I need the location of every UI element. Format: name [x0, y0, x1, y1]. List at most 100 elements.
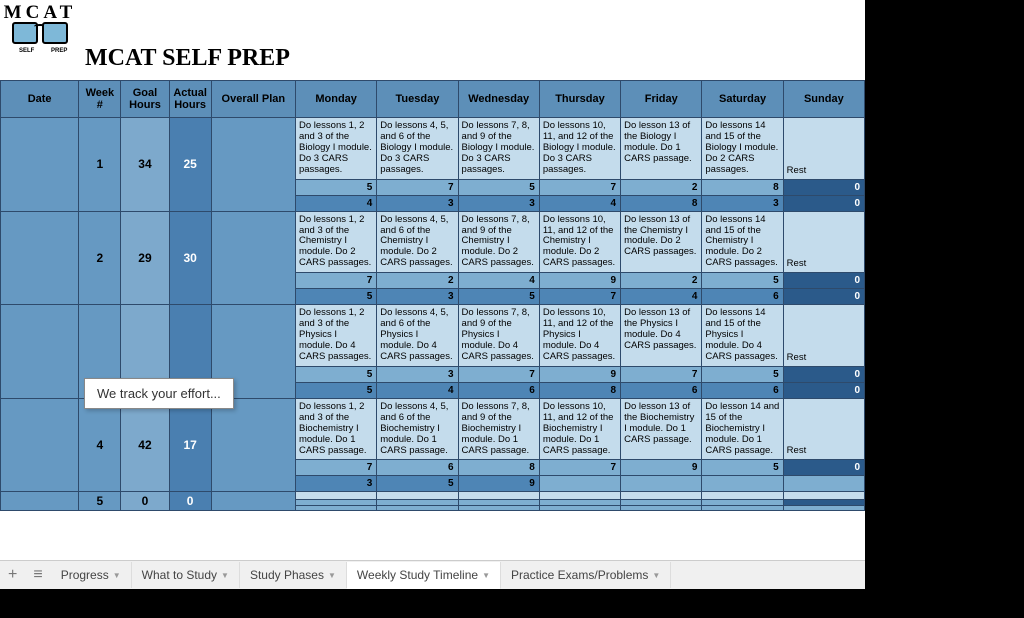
lesson-cell[interactable]: Do lessons 10, 11, and 12 of the Biochem… — [539, 398, 620, 460]
hours-cell[interactable]: 6 — [377, 460, 458, 476]
hours-cell[interactable]: 9 — [539, 366, 620, 382]
hours-cell[interactable]: 4 — [621, 289, 702, 305]
hours-cell[interactable]: 2 — [377, 273, 458, 289]
week-num[interactable]: 5 — [79, 492, 121, 511]
hours-cell[interactable]: 8 — [621, 195, 702, 211]
actual-hours[interactable]: 25 — [169, 118, 211, 212]
hours-cell[interactable]: 9 — [621, 460, 702, 476]
hours-cell[interactable]: 5 — [702, 460, 783, 476]
week-num[interactable]: 2 — [79, 211, 121, 305]
add-sheet-button[interactable]: + — [0, 562, 25, 588]
hours-cell[interactable]: 6 — [702, 382, 783, 398]
goal-hours[interactable]: 34 — [121, 118, 169, 212]
hours-cell[interactable]: 2 — [621, 179, 702, 195]
hours-cell[interactable]: 7 — [295, 460, 376, 476]
hours-cell[interactable] — [621, 505, 702, 511]
goal-hours[interactable]: 0 — [121, 492, 169, 511]
lesson-cell[interactable]: Do lessons 10, 11, and 12 of the Physics… — [539, 305, 620, 367]
lesson-cell[interactable]: Do lesson 13 of the Biochemistry I modul… — [621, 398, 702, 460]
tab-study[interactable]: What to Study▼ — [132, 562, 240, 588]
lesson-cell[interactable]: Do lesson 13 of the Chemistry I module. … — [621, 211, 702, 273]
lesson-cell[interactable]: Do lesson 14 and 15 of the Biochemistry … — [702, 398, 783, 460]
hours-cell[interactable]: 7 — [621, 366, 702, 382]
lesson-cell[interactable] — [539, 492, 620, 500]
lesson-cell[interactable] — [377, 492, 458, 500]
hours-cell[interactable] — [539, 476, 620, 492]
lesson-cell[interactable]: Do lessons 14 and 15 of the Physics I mo… — [702, 305, 783, 367]
hours-cell[interactable]: 0 — [783, 289, 864, 305]
date-cell[interactable] — [1, 211, 79, 305]
hours-cell[interactable]: 3 — [377, 289, 458, 305]
timeline-table[interactable]: Date Week # Goal Hours Actual Hours Over… — [0, 80, 865, 511]
lesson-cell[interactable]: Do lessons 10, 11, and 12 of the Chemist… — [539, 211, 620, 273]
hours-cell[interactable]: 5 — [295, 179, 376, 195]
lesson-cell[interactable]: Do lesson 13 of the Physics I module. Do… — [621, 305, 702, 367]
hours-cell[interactable]: 6 — [458, 382, 539, 398]
hours-cell[interactable]: 0 — [783, 460, 864, 476]
lesson-cell[interactable]: Do lessons 1, 2 and 3 of the Physics I m… — [295, 305, 376, 367]
hours-cell[interactable]: 4 — [377, 382, 458, 398]
rest-cell[interactable]: Rest — [783, 211, 864, 273]
tab-progress[interactable]: Progress▼ — [51, 562, 132, 588]
hours-cell[interactable] — [783, 476, 864, 492]
hours-cell[interactable]: 8 — [539, 382, 620, 398]
overall-plan[interactable] — [211, 211, 295, 305]
actual-hours[interactable]: 30 — [169, 211, 211, 305]
hours-cell[interactable]: 9 — [458, 476, 539, 492]
lesson-cell[interactable] — [621, 492, 702, 500]
hours-cell[interactable]: 4 — [295, 195, 376, 211]
hours-cell[interactable]: 0 — [783, 273, 864, 289]
rest-cell[interactable]: Rest — [783, 398, 864, 460]
lesson-cell[interactable] — [295, 492, 376, 500]
hours-cell[interactable]: 3 — [377, 366, 458, 382]
tab-timeline[interactable]: Weekly Study Timeline▼ — [347, 562, 501, 589]
hours-cell[interactable]: 0 — [783, 179, 864, 195]
hours-cell[interactable]: 8 — [458, 460, 539, 476]
hours-cell[interactable]: 0 — [783, 195, 864, 211]
actual-hours[interactable]: 0 — [169, 492, 211, 511]
hours-cell[interactable] — [539, 505, 620, 511]
hours-cell[interactable] — [458, 505, 539, 511]
hours-cell[interactable]: 7 — [377, 179, 458, 195]
hours-cell[interactable]: 3 — [377, 195, 458, 211]
lesson-cell[interactable]: Do lessons 10, 11, and 12 of the Biology… — [539, 118, 620, 180]
hours-cell[interactable] — [377, 505, 458, 511]
goal-hours[interactable]: 29 — [121, 211, 169, 305]
hours-cell[interactable] — [702, 505, 783, 511]
lesson-cell[interactable] — [702, 492, 783, 500]
lesson-cell[interactable]: Do lessons 7, 8, and 9 of the Physics I … — [458, 305, 539, 367]
hours-cell[interactable]: 9 — [539, 273, 620, 289]
lesson-cell[interactable]: Do lessons 4, 5, and 6 of the Biochemist… — [377, 398, 458, 460]
lesson-cell[interactable]: Do lessons 1, 2 and 3 of the Chemistry I… — [295, 211, 376, 273]
hours-cell[interactable] — [783, 505, 864, 511]
rest-cell[interactable]: Rest — [783, 118, 864, 180]
hours-cell[interactable]: 0 — [783, 382, 864, 398]
lesson-cell[interactable]: Do lessons 7, 8, and 9 of the Chemistry … — [458, 211, 539, 273]
hours-cell[interactable]: 7 — [295, 273, 376, 289]
hours-cell[interactable]: 5 — [458, 289, 539, 305]
goal-hours[interactable]: 42 — [121, 398, 169, 492]
lesson-cell[interactable]: Do lessons 1, 2 and 3 of the Biology I m… — [295, 118, 376, 180]
overall-plan[interactable] — [211, 398, 295, 492]
hours-cell[interactable]: 3 — [458, 195, 539, 211]
date-cell[interactable] — [1, 118, 79, 212]
hours-cell[interactable] — [702, 476, 783, 492]
hours-cell[interactable]: 6 — [621, 382, 702, 398]
lesson-cell[interactable]: Do lessons 1, 2 and 3 of the Biochemistr… — [295, 398, 376, 460]
hours-cell[interactable]: 5 — [377, 476, 458, 492]
tab-practice[interactable]: Practice Exams/Problems▼ — [501, 562, 671, 588]
date-cell[interactable] — [1, 305, 79, 399]
hours-cell[interactable]: 5 — [702, 366, 783, 382]
lesson-cell[interactable]: Do lessons 7, 8, and 9 of the Biochemist… — [458, 398, 539, 460]
hours-cell[interactable]: 4 — [539, 195, 620, 211]
overall-plan[interactable] — [211, 118, 295, 212]
hours-cell[interactable]: 7 — [539, 460, 620, 476]
hours-cell[interactable]: 7 — [539, 289, 620, 305]
lesson-cell[interactable]: Do lessons 4, 5, and 6 of the Physics I … — [377, 305, 458, 367]
lesson-cell[interactable]: Do lessons 4, 5, and 6 of the Chemistry … — [377, 211, 458, 273]
rest-cell[interactable]: Rest — [783, 305, 864, 367]
hours-cell[interactable] — [621, 476, 702, 492]
lesson-cell[interactable]: Do lessons 7, 8, and 9 of the Biology I … — [458, 118, 539, 180]
hours-cell[interactable]: 3 — [702, 195, 783, 211]
hours-cell[interactable]: 5 — [295, 382, 376, 398]
